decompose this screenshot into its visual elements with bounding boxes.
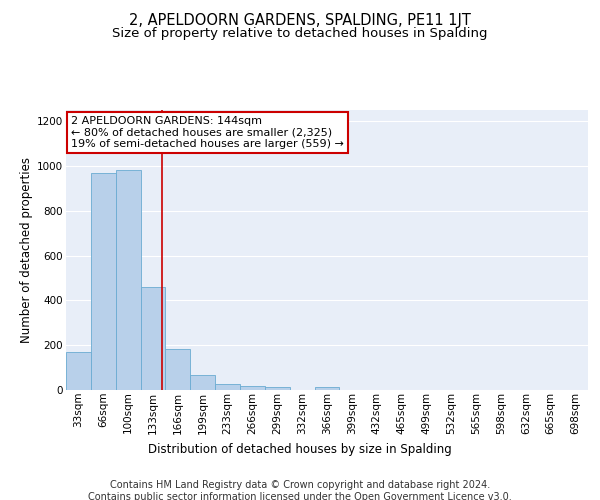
Bar (91, 172, 116, 390)
Bar (240, 386, 265, 390)
Text: Distribution of detached houses by size in Spalding: Distribution of detached houses by size … (148, 442, 452, 456)
Bar (66, 352, 91, 390)
Bar (215, 384, 240, 390)
Text: 2, APELDOORN GARDENS, SPALDING, PE11 1JT: 2, APELDOORN GARDENS, SPALDING, PE11 1JT (129, 12, 471, 28)
Y-axis label: Number of detached properties: Number of detached properties (20, 157, 33, 343)
Bar (140, 287, 166, 390)
Text: Size of property relative to detached houses in Spalding: Size of property relative to detached ho… (112, 28, 488, 40)
Bar (190, 376, 215, 390)
Bar (166, 348, 190, 390)
Text: Contains HM Land Registry data © Crown copyright and database right 2024.: Contains HM Land Registry data © Crown c… (110, 480, 490, 490)
Text: Contains public sector information licensed under the Open Government Licence v3: Contains public sector information licen… (88, 492, 512, 500)
Bar (116, 170, 140, 390)
Bar (265, 388, 290, 390)
Bar (314, 388, 340, 390)
Text: 2 APELDOORN GARDENS: 144sqm
← 80% of detached houses are smaller (2,325)
19% of : 2 APELDOORN GARDENS: 144sqm ← 80% of det… (71, 116, 344, 149)
